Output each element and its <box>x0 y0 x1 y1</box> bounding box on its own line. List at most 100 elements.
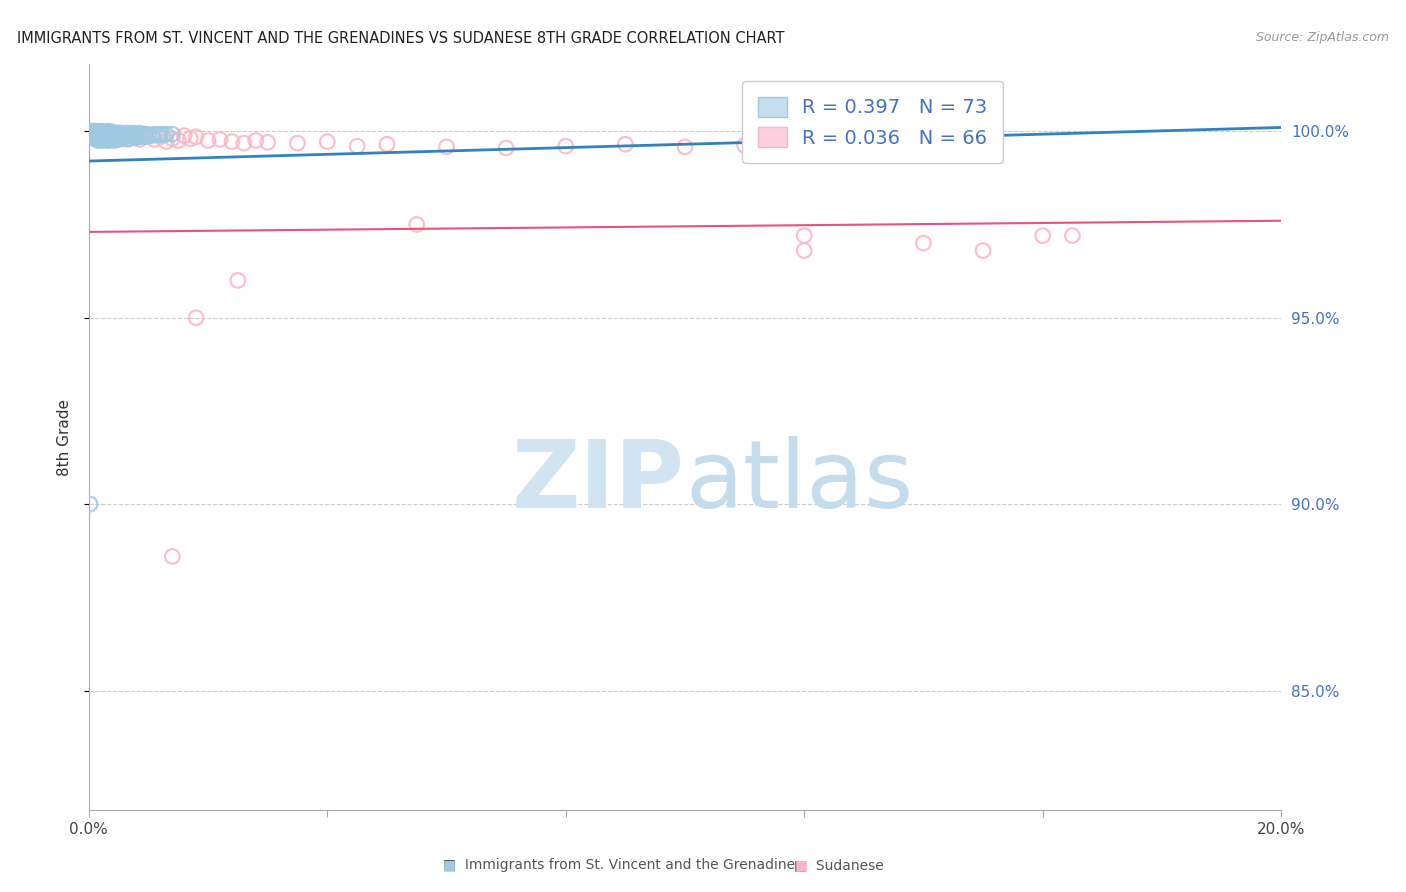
Text: atlas: atlas <box>685 436 914 528</box>
Point <box>79 124 101 138</box>
Point <box>111 131 134 145</box>
Point <box>375 137 398 152</box>
Point <box>80 124 103 138</box>
Point <box>107 126 129 140</box>
Point <box>100 131 122 145</box>
Point <box>131 127 153 141</box>
Point <box>97 124 120 138</box>
Point <box>132 129 155 144</box>
Point <box>90 132 112 146</box>
Point <box>87 128 110 143</box>
Legend: R = 0.397   N = 73, R = 0.036   N = 66: R = 0.397 N = 73, R = 0.036 N = 66 <box>742 81 1002 163</box>
Point <box>80 126 103 140</box>
Point <box>91 129 114 144</box>
Point <box>93 126 115 140</box>
Point <box>110 129 132 144</box>
Point <box>107 132 129 146</box>
Point <box>84 127 107 141</box>
Point <box>96 128 118 142</box>
Point <box>125 128 148 142</box>
Point <box>110 131 132 145</box>
Point <box>89 132 111 146</box>
Point <box>94 126 117 140</box>
Point <box>111 128 134 142</box>
Point <box>83 124 105 138</box>
Point <box>97 134 120 148</box>
Text: ZIP: ZIP <box>512 436 685 528</box>
Point <box>186 310 208 325</box>
Point <box>79 497 101 511</box>
Point <box>87 134 110 148</box>
Point <box>128 132 150 146</box>
Point <box>155 127 177 141</box>
Point <box>103 129 125 144</box>
Point <box>117 126 139 140</box>
Point <box>138 128 160 142</box>
Point <box>793 228 815 243</box>
Point <box>208 132 231 146</box>
Point <box>103 127 125 141</box>
Point <box>912 236 935 251</box>
Point <box>79 128 101 142</box>
Point <box>143 132 166 146</box>
Point <box>97 127 120 141</box>
Point <box>127 129 149 144</box>
Point <box>91 124 114 138</box>
Point <box>120 127 142 141</box>
Point <box>673 140 696 154</box>
Point <box>100 129 122 144</box>
Point <box>149 129 172 144</box>
Point <box>89 124 111 138</box>
Point <box>146 128 169 142</box>
Point <box>138 128 160 142</box>
Point <box>114 129 136 144</box>
Point <box>232 136 254 150</box>
Point <box>179 131 201 145</box>
Point <box>121 128 143 143</box>
Point <box>94 131 117 145</box>
Point <box>87 126 110 140</box>
Text: Source: ZipAtlas.com: Source: ZipAtlas.com <box>1256 31 1389 45</box>
Point <box>287 136 309 150</box>
Point <box>82 128 104 142</box>
Point <box>197 134 219 148</box>
Point <box>134 127 156 141</box>
Point <box>734 138 756 153</box>
Point <box>128 126 150 140</box>
Point <box>162 127 184 141</box>
Point <box>122 126 145 140</box>
Point <box>111 126 134 140</box>
Point <box>114 129 136 144</box>
Point <box>495 141 517 155</box>
Point <box>162 131 184 145</box>
Point <box>90 126 112 140</box>
Point <box>86 124 108 138</box>
Point <box>120 127 142 141</box>
Point <box>101 125 124 139</box>
Point <box>93 131 115 145</box>
Point <box>167 134 190 148</box>
Point <box>96 125 118 139</box>
Point <box>82 126 104 140</box>
Point <box>96 131 118 145</box>
Text: ■: ■ <box>443 858 456 872</box>
Point <box>101 128 124 142</box>
Point <box>107 126 129 140</box>
Point <box>104 127 127 141</box>
Point <box>405 218 427 232</box>
Point <box>793 244 815 258</box>
Text: ■: ■ <box>794 858 807 872</box>
Point <box>90 127 112 141</box>
Point <box>83 124 105 138</box>
Point <box>134 129 156 144</box>
Point <box>98 127 121 141</box>
Point <box>141 128 163 143</box>
Point <box>87 128 110 143</box>
Point <box>83 125 105 139</box>
Point <box>245 134 267 148</box>
Point <box>80 129 103 144</box>
Point <box>173 128 195 143</box>
Point <box>87 126 110 140</box>
Point <box>149 127 172 141</box>
Point <box>97 134 120 148</box>
